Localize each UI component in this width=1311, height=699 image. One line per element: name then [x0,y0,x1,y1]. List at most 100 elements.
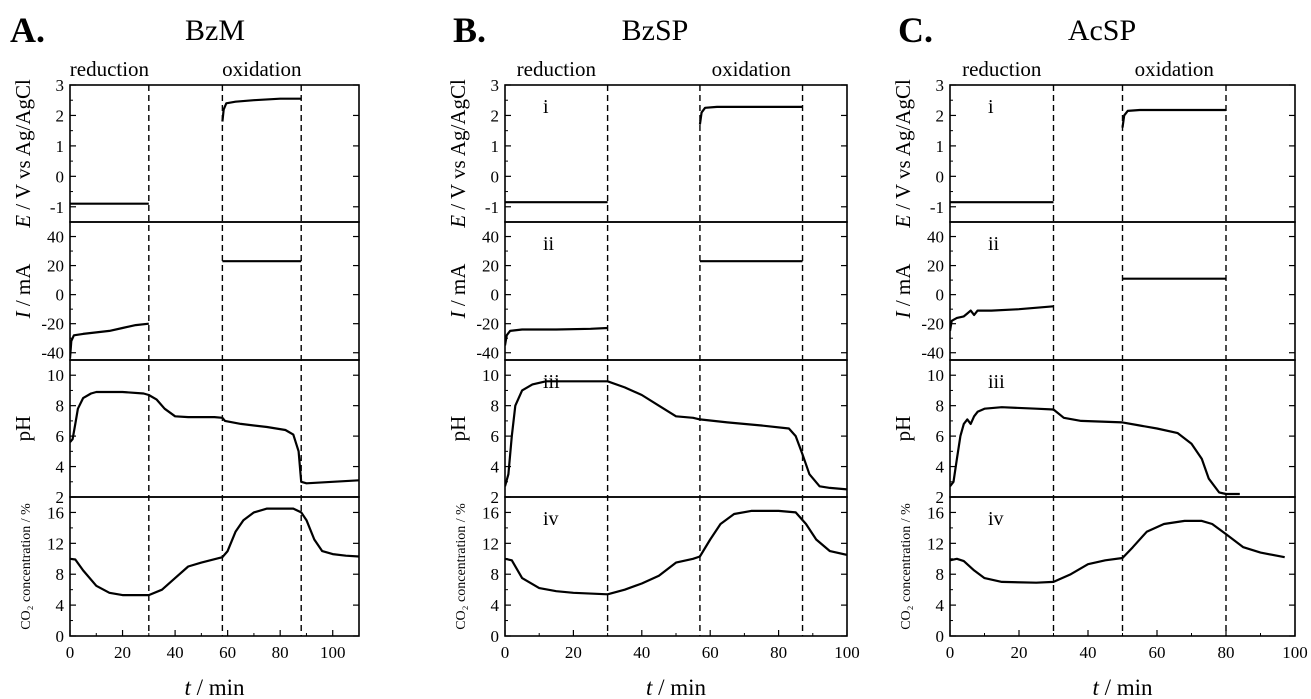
y-axis-label: CO₂ concentration / % [899,503,914,630]
y-axis-label-symbol: I [11,310,35,319]
x-axis-label: t / min [646,675,707,699]
x-axis-label-symbol: t [184,675,191,699]
series-line-2 [698,105,803,125]
subplot-4: 0 4 8 12 16 CO₂ concentration / % iv [899,496,1296,646]
y-tick-label: 6 [491,427,500,446]
subplot-roman-label: iv [988,508,1004,530]
subplot-1: -1 0 1 2 3 E / V vs Ag/AgCl i [446,76,848,229]
subplot-frame [69,359,360,498]
y-tick-label: 12 [482,534,499,553]
y-tick-label: 3 [56,76,65,95]
subplot-frame [504,221,848,361]
y-axis-label-text: / V vs Ag/AgCl [891,79,915,215]
subplot-roman-label: ii [988,233,1000,255]
y-axis-label-text: / mA [11,263,35,312]
subplot-2: -40 -20 0 20 40 I / mA ii [446,221,848,363]
panel-title: BzM [185,14,245,47]
panel-letter: A. [10,10,45,50]
y-axis-label: I / mA [891,263,915,320]
series-line-1 [70,507,359,597]
phase-label-reduction: reduction [517,57,597,81]
y-tick-label: 2 [491,488,500,507]
y-axis-label-text: pH [891,416,915,442]
x-tick-label: 80 [272,643,289,662]
x-tick-label: 20 [565,643,582,662]
y-tick-label: 1 [56,137,65,156]
y-axis-label-symbol: E [891,215,915,229]
subplot-4: 0 4 8 12 16 CO₂ concentration / % [19,496,360,646]
y-tick-label: 16 [47,503,64,522]
subplot-roman-label: i [543,96,549,118]
y-tick-label: -40 [476,344,499,363]
series-line-1 [505,326,608,346]
x-tick-label: 80 [770,643,787,662]
x-tick-label: 60 [1149,643,1166,662]
y-axis-label-text: pH [446,416,470,442]
series-line-1 [505,380,847,491]
y-axis-label: E / V vs Ag/AgCl [446,79,470,229]
x-tick-label: 60 [219,643,236,662]
y-tick-label: 40 [927,228,944,247]
x-axis-label-text: / min [191,675,245,699]
y-tick-label: -40 [921,344,944,363]
y-tick-label: 8 [56,565,65,584]
series-line-1 [505,509,847,596]
y-tick-label: 2 [56,106,65,125]
y-axis-label-text: pH [11,416,35,442]
series-line-1 [950,305,1054,332]
y-tick-label: 8 [936,397,945,416]
y-tick-label: 16 [482,503,499,522]
panel-title: BzSP [622,14,689,47]
y-tick-label: 4 [56,596,65,615]
y-tick-label: 10 [927,366,944,385]
y-axis-label-symbol: E [11,215,35,229]
y-tick-label: 20 [47,257,64,276]
series-line-2 [221,97,302,122]
y-axis-label-text: CO₂ concentration / % [19,503,34,630]
y-tick-label: 10 [482,366,499,385]
y-tick-label: 2 [936,488,945,507]
series-line-2 [1121,108,1226,128]
y-tick-label: 4 [56,458,65,477]
subplot-frame [69,84,360,223]
y-tick-label: 4 [491,596,500,615]
y-tick-label: 0 [491,627,500,646]
subplot-3: 2 4 6 8 10 pH [11,359,360,507]
x-tick-label: 100 [1282,643,1308,662]
y-tick-label: -1 [50,198,64,217]
y-tick-label: -20 [921,315,944,334]
y-tick-label: -20 [41,315,64,334]
subplot-frame [69,496,360,637]
panel-letter: B. [453,10,486,50]
x-tick-label: 40 [1080,643,1097,662]
y-tick-label: -20 [476,315,499,334]
y-tick-label: 0 [56,167,65,186]
y-tick-label: 40 [47,228,64,247]
y-tick-label: 8 [491,565,500,584]
y-axis-label: pH [11,416,35,442]
y-axis-label: I / mA [446,263,470,320]
phase-label-oxidation: oxidation [222,57,302,81]
y-tick-label: 3 [936,76,945,95]
x-axis-label-text: / min [1099,675,1153,699]
y-tick-label: 2 [56,488,65,507]
y-tick-label: 40 [482,228,499,247]
y-axis-label: pH [891,416,915,442]
y-tick-label: 12 [927,534,944,553]
y-tick-label: 1 [491,137,500,156]
x-tick-label: 0 [501,643,510,662]
y-tick-label: 1 [936,137,945,156]
y-axis-label-text: / V vs Ag/AgCl [11,79,35,215]
y-tick-label: 4 [936,458,945,477]
y-axis-label: E / V vs Ag/AgCl [11,79,35,229]
y-tick-label: 0 [936,167,945,186]
y-tick-label: 0 [491,167,500,186]
x-tick-label: 40 [633,643,650,662]
y-axis-label-text: / mA [446,263,470,312]
y-tick-label: -1 [485,198,499,217]
x-axis-label: t / min [184,675,245,699]
x-axis-label-symbol: t [646,675,653,699]
series-line-1 [950,519,1285,584]
